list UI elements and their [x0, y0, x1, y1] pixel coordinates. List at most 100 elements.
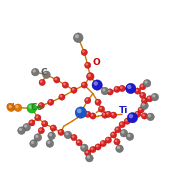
Circle shape: [87, 155, 90, 159]
Circle shape: [47, 141, 50, 144]
Circle shape: [147, 97, 150, 99]
Circle shape: [96, 145, 99, 147]
Circle shape: [120, 86, 123, 89]
Circle shape: [85, 98, 88, 101]
Circle shape: [75, 107, 87, 118]
Text: Ti: Ti: [119, 106, 128, 115]
Circle shape: [102, 112, 108, 118]
Circle shape: [141, 113, 148, 119]
Circle shape: [42, 121, 48, 127]
Circle shape: [98, 106, 105, 112]
Circle shape: [49, 100, 51, 103]
Circle shape: [51, 126, 54, 128]
Circle shape: [110, 132, 117, 138]
Text: O: O: [92, 58, 100, 67]
Circle shape: [27, 103, 37, 113]
Circle shape: [85, 111, 91, 117]
Circle shape: [31, 141, 34, 144]
Circle shape: [81, 82, 87, 88]
Circle shape: [85, 151, 88, 153]
Circle shape: [60, 95, 62, 98]
Circle shape: [108, 90, 111, 92]
Circle shape: [44, 72, 47, 75]
Circle shape: [46, 140, 54, 147]
Circle shape: [30, 140, 37, 147]
Circle shape: [120, 122, 123, 125]
Circle shape: [151, 93, 159, 101]
Circle shape: [43, 71, 50, 78]
Circle shape: [91, 147, 93, 150]
Circle shape: [140, 92, 146, 98]
Circle shape: [114, 86, 120, 92]
Circle shape: [38, 128, 44, 134]
Circle shape: [141, 97, 148, 104]
Circle shape: [9, 105, 12, 108]
Circle shape: [115, 87, 117, 90]
Circle shape: [125, 119, 128, 122]
Circle shape: [105, 137, 111, 143]
Circle shape: [143, 80, 151, 87]
Circle shape: [99, 107, 102, 109]
Circle shape: [135, 112, 138, 115]
Circle shape: [36, 115, 38, 118]
Circle shape: [101, 87, 109, 95]
Circle shape: [85, 63, 88, 66]
Circle shape: [119, 122, 125, 128]
Circle shape: [59, 94, 65, 100]
Circle shape: [42, 122, 45, 124]
Circle shape: [111, 113, 114, 115]
Circle shape: [127, 134, 130, 137]
Circle shape: [71, 87, 77, 93]
Circle shape: [85, 112, 88, 115]
Circle shape: [119, 85, 125, 92]
Circle shape: [34, 134, 42, 141]
Text: Co: Co: [30, 103, 43, 112]
Circle shape: [124, 118, 130, 124]
Circle shape: [35, 115, 41, 121]
Circle shape: [126, 83, 136, 94]
Circle shape: [141, 102, 148, 109]
Circle shape: [85, 97, 91, 104]
Circle shape: [38, 103, 44, 109]
Circle shape: [82, 50, 85, 53]
Circle shape: [72, 88, 74, 91]
Circle shape: [94, 81, 98, 86]
Circle shape: [18, 127, 25, 134]
Circle shape: [35, 135, 38, 138]
Circle shape: [107, 89, 113, 95]
Circle shape: [81, 49, 87, 55]
Circle shape: [140, 84, 146, 90]
Circle shape: [39, 79, 45, 86]
Circle shape: [120, 129, 128, 137]
Circle shape: [58, 129, 64, 136]
Circle shape: [39, 128, 42, 131]
Circle shape: [65, 132, 68, 135]
Circle shape: [105, 111, 111, 117]
Circle shape: [114, 139, 120, 145]
Circle shape: [90, 146, 96, 153]
Circle shape: [142, 103, 145, 106]
Circle shape: [48, 132, 55, 139]
Circle shape: [141, 93, 143, 96]
Circle shape: [115, 139, 117, 142]
Circle shape: [7, 104, 15, 112]
Circle shape: [72, 135, 74, 138]
Circle shape: [29, 120, 35, 126]
Circle shape: [48, 99, 54, 105]
Circle shape: [96, 100, 99, 103]
Circle shape: [73, 33, 83, 43]
Circle shape: [33, 69, 36, 73]
Circle shape: [59, 130, 62, 133]
Circle shape: [135, 111, 141, 117]
Circle shape: [152, 94, 155, 98]
Text: Cl: Cl: [5, 103, 15, 112]
Circle shape: [135, 88, 141, 94]
Circle shape: [86, 154, 93, 162]
Circle shape: [76, 139, 82, 146]
Circle shape: [50, 125, 56, 131]
Circle shape: [14, 104, 22, 112]
Circle shape: [62, 82, 68, 88]
Circle shape: [30, 121, 32, 123]
Circle shape: [75, 34, 79, 38]
Circle shape: [138, 107, 144, 113]
